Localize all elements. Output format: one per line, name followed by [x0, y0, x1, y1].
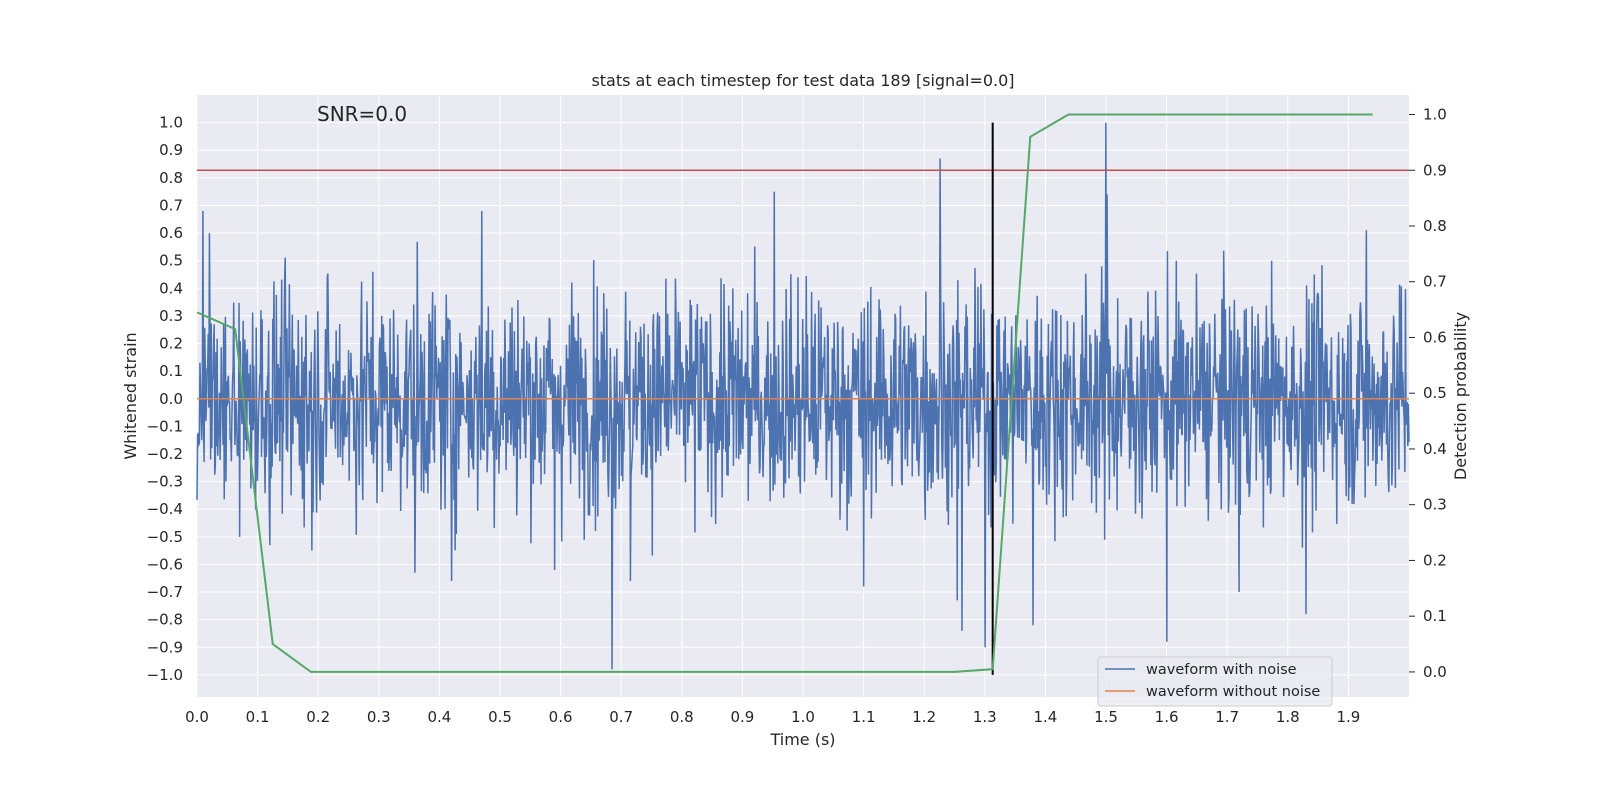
y-tick-label-8: 0.2: [159, 335, 183, 353]
y2-tick-label-1: 0.9: [1423, 161, 1447, 179]
legend-label-clean: waveform without noise: [1146, 684, 1320, 700]
x-tick-label-8: 0.8: [670, 708, 694, 726]
probability-line: [196, 113, 1373, 673]
y2-tick-label-10: 0.0: [1423, 663, 1447, 681]
y2-tick-label-0: 1.0: [1423, 106, 1447, 124]
y-tick-label-13: −0.3: [147, 473, 183, 491]
x-tick-label-15: 1.5: [1094, 708, 1118, 726]
y2-tick-label-6: 0.4: [1423, 440, 1447, 458]
y2-tick-label-5: 0.5: [1423, 384, 1447, 402]
x-tick-label-4: 0.4: [427, 708, 451, 726]
snr-annotation: SNR=0.0: [317, 102, 407, 126]
x-tick-label-11: 1.1: [852, 708, 876, 726]
y-tick-label-0: 1.0: [159, 114, 183, 132]
x-tick-label-19: 1.9: [1336, 708, 1360, 726]
legend: waveform with noise waveform without noi…: [1097, 656, 1333, 707]
x-ticks: 0.0 0.1 0.2 0.3 0.4 0.5 0.6 0.7 0.8 0.9 1.0 1.1 1.2 1…: [185, 708, 1360, 726]
y-tick-label-17: −0.7: [147, 583, 183, 601]
x-tick-label-18: 1.8: [1276, 708, 1300, 726]
y-tick-label-15: −0.5: [147, 528, 183, 546]
y2-tick-label-7: 0.3: [1423, 496, 1447, 514]
y-tick-label-14: −0.4: [147, 500, 183, 518]
x-tick-label-14: 1.4: [1033, 708, 1057, 726]
x-tick-label-2: 0.2: [306, 708, 330, 726]
y-tick-label-4: 0.6: [159, 224, 183, 242]
noisy-series: [196, 122, 1410, 670]
x-tick-label-0: 0.0: [185, 708, 209, 726]
y-tick-label-11: −0.1: [147, 417, 183, 435]
y2-axis-label: Detection probability: [1451, 312, 1470, 480]
y-tick-label-7: 0.3: [159, 307, 183, 325]
y2-tick-label-8: 0.2: [1423, 551, 1447, 569]
x-tick-label-17: 1.7: [1215, 708, 1239, 726]
x-tick-label-9: 0.9: [730, 708, 754, 726]
chart-title: stats at each timestep for test data 189…: [591, 71, 1014, 90]
y-tick-label-12: −0.2: [147, 445, 183, 463]
y2-ticks: 1.0 0.9 0.8 0.7 0.6 0.5 0.4 0.3 0.2 0.1 0.0: [1409, 106, 1447, 681]
probability-series: [196, 113, 1373, 673]
y-tick-label-3: 0.7: [159, 196, 183, 214]
y-tick-label-20: −1.0: [147, 666, 183, 684]
y-tick-label-5: 0.5: [159, 252, 183, 270]
x-tick-label-1: 0.1: [246, 708, 270, 726]
y2-tick-label-3: 0.7: [1423, 273, 1447, 291]
y-tick-label-1: 0.9: [159, 141, 183, 159]
legend-label-noisy: waveform with noise: [1146, 662, 1297, 678]
y-ticks: 1.0 0.9 0.8 0.7 0.6 0.5 0.4 0.3 0.2 0.1 0.0 −0.1 −0.…: [147, 114, 183, 684]
x-tick-label-5: 0.5: [488, 708, 512, 726]
y-tick-label-16: −0.6: [147, 555, 183, 573]
legend-box: [1097, 656, 1333, 707]
noisy-waveform-line: [196, 122, 1410, 670]
x-tick-label-10: 1.0: [791, 708, 815, 726]
y-tick-label-2: 0.8: [159, 169, 183, 187]
y2-tick-label-9: 0.1: [1423, 607, 1447, 625]
y-tick-label-6: 0.4: [159, 279, 183, 297]
x-tick-label-3: 0.3: [367, 708, 391, 726]
x-tick-label-12: 1.2: [912, 708, 936, 726]
y2-tick-label-4: 0.6: [1423, 328, 1447, 346]
y-tick-label-10: 0.0: [159, 390, 183, 408]
x-tick-label-7: 0.7: [609, 708, 633, 726]
x-tick-label-16: 1.6: [1155, 708, 1179, 726]
y-tick-label-9: 0.1: [159, 362, 183, 380]
y-axis-label: Whitened strain: [121, 332, 140, 459]
y2-tick-label-2: 0.8: [1423, 217, 1447, 235]
x-axis-label: Time (s): [769, 730, 835, 749]
x-tick-label-6: 0.6: [549, 708, 573, 726]
y-tick-label-19: −0.9: [147, 638, 183, 656]
y-tick-label-18: −0.8: [147, 611, 183, 629]
x-tick-label-13: 1.3: [973, 708, 997, 726]
